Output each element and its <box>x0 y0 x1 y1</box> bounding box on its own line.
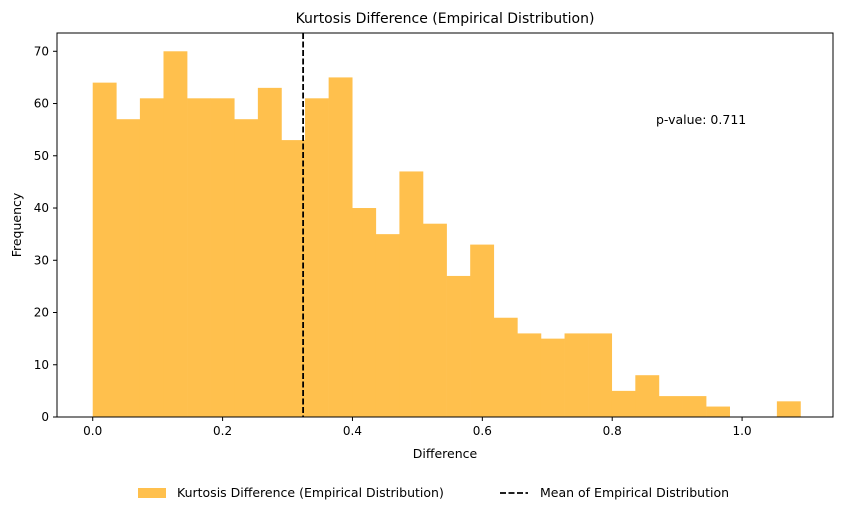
y-axis-label: Frequency <box>9 192 24 257</box>
legend: Kurtosis Difference (Empirical Distribut… <box>138 485 729 500</box>
histogram-bar <box>493 317 518 417</box>
histogram-bar <box>588 333 613 417</box>
histogram-bar <box>210 98 235 417</box>
y-tick-label: 30 <box>34 253 49 267</box>
y-tick-label: 60 <box>34 97 49 111</box>
x-axis: 0.0 0.2 0.4 0.6 0.8 1.0 <box>83 417 752 438</box>
legend-histogram-swatch <box>138 488 166 498</box>
x-tick-label: 0.8 <box>603 424 622 438</box>
y-tick-label: 50 <box>34 149 49 163</box>
histogram-bar <box>658 396 683 417</box>
histogram-bar <box>281 140 306 417</box>
histogram-bar <box>635 375 660 417</box>
y-tick-label: 0 <box>41 410 49 424</box>
histogram-bar <box>399 171 424 417</box>
x-tick-label: 0.4 <box>343 424 362 438</box>
x-tick-label: 0.6 <box>473 424 492 438</box>
p-value-annotation: p-value: 0.711 <box>656 112 746 127</box>
histogram-bar <box>611 390 636 417</box>
histogram-bar <box>139 98 164 417</box>
histogram-bar <box>517 333 542 417</box>
legend-mean-line-label: Mean of Empirical Distribution <box>540 485 729 500</box>
histogram-bar <box>305 98 329 417</box>
x-tick-label: 0.0 <box>83 424 102 438</box>
histogram-bar <box>257 87 282 417</box>
y-tick-label: 70 <box>34 44 49 58</box>
histogram-bar <box>540 338 565 417</box>
histogram-bar <box>116 119 141 418</box>
chart-title: Kurtosis Difference (Empirical Distribut… <box>296 11 595 27</box>
histogram-bar <box>682 396 707 417</box>
y-tick-label: 10 <box>34 358 49 372</box>
y-tick-label: 20 <box>34 306 49 320</box>
histogram-bar <box>187 98 211 417</box>
x-axis-label: Difference <box>413 446 478 461</box>
x-tick-label: 1.0 <box>733 424 752 438</box>
histogram-bar <box>446 275 471 417</box>
legend-histogram-label: Kurtosis Difference (Empirical Distribut… <box>177 485 444 500</box>
histogram-bar <box>706 406 730 417</box>
histogram-bar <box>328 77 353 417</box>
histogram-bar <box>422 223 447 417</box>
y-tick-label: 40 <box>34 201 49 215</box>
histogram-bar <box>564 333 589 417</box>
histogram-bar <box>163 51 188 418</box>
plot-frame <box>56 32 834 418</box>
histogram-bar <box>352 208 377 417</box>
histogram-bar <box>92 82 117 417</box>
histogram-bar <box>776 401 801 417</box>
y-axis: 0 10 20 30 40 50 60 70 <box>34 44 57 424</box>
histogram-bars <box>92 51 801 418</box>
histogram-bar <box>375 234 400 417</box>
histogram-bar <box>234 119 259 418</box>
histogram-bar <box>470 244 495 417</box>
x-tick-label: 0.2 <box>213 424 232 438</box>
